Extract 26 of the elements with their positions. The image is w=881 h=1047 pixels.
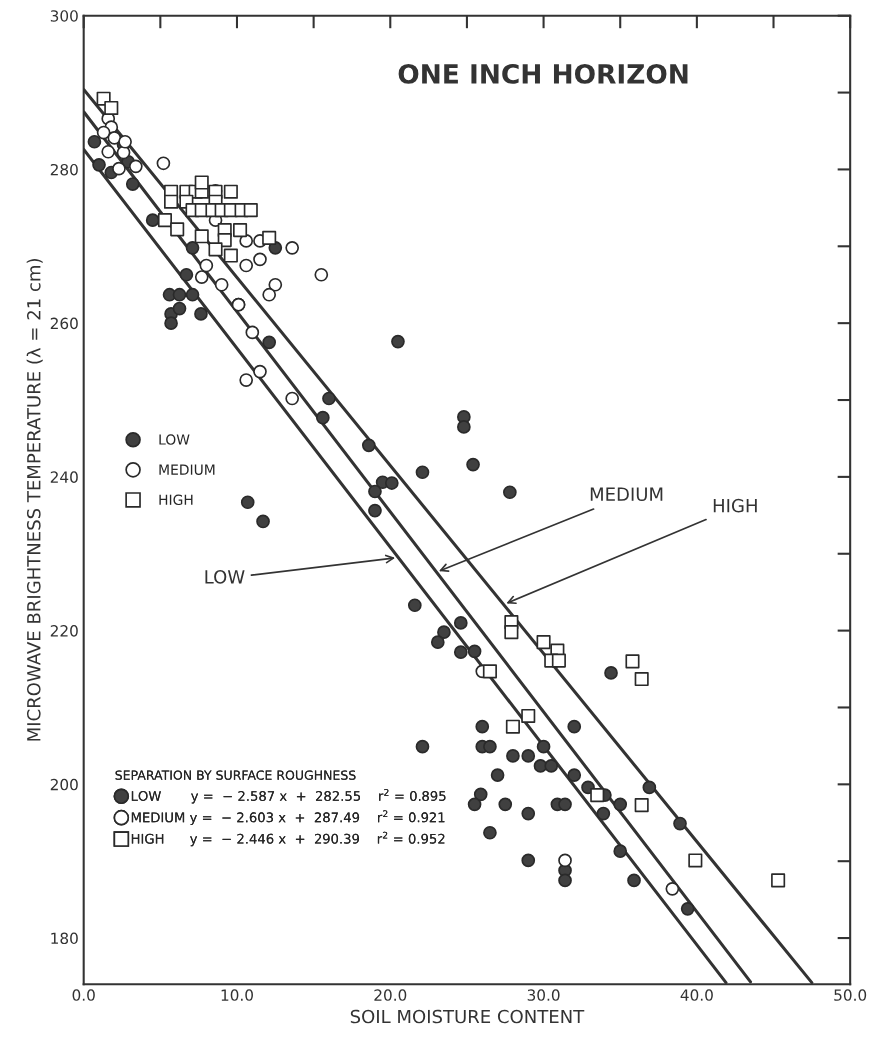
y-tick-label: 240: [50, 471, 78, 483]
legend-label: HIGH: [159, 494, 193, 506]
x-tick-label: 20.0: [374, 989, 407, 1001]
text: ONE INCH HORIZON: [398, 63, 688, 84]
annotation: HIGH y = − 2.446 x + 290.39 r$^{2}$ = 0.952: [131, 831, 445, 847]
x-tick-label: 10.0: [221, 989, 253, 1001]
annotation: MEDIUM y = − 2.603 x + 287.49 r$^{2}$ = 0.921: [131, 810, 445, 825]
annotation: MEDIUM: [590, 487, 663, 502]
legend-label: MEDIUM: [159, 464, 215, 475]
y-tick-label: 200: [50, 778, 78, 791]
x-tick-label: 30.0: [527, 989, 560, 1001]
x-tick-label: 0.0: [72, 989, 95, 1001]
annotation: SEPARATION BY SURFACE ROUGHNESS: [115, 770, 356, 780]
annotation: LOW y = − 2.587 x + 282.55 r$^{2}$ = 0.895: [131, 788, 446, 804]
annotation: HIGH: [713, 498, 757, 513]
y-tick-label: 280: [50, 163, 78, 176]
y-tick-label: 260: [50, 317, 78, 330]
x-tick-label: 50.0: [834, 989, 867, 1001]
annotation: LOW: [205, 570, 245, 584]
y-tick-label: 220: [50, 625, 78, 637]
y-axis-title: MICROWAVE BRIGHTNESS TEMPERATURE (λ = 21 cm): [26, 259, 43, 741]
y-tick-label: 180: [51, 932, 78, 945]
y-tick-label: 300: [50, 10, 78, 22]
legend-label: LOW: [159, 434, 190, 445]
x-axis-title: SOIL MOISTURE CONTENT: [350, 1009, 585, 1024]
x-tick-label: 40.0: [680, 989, 713, 1001]
